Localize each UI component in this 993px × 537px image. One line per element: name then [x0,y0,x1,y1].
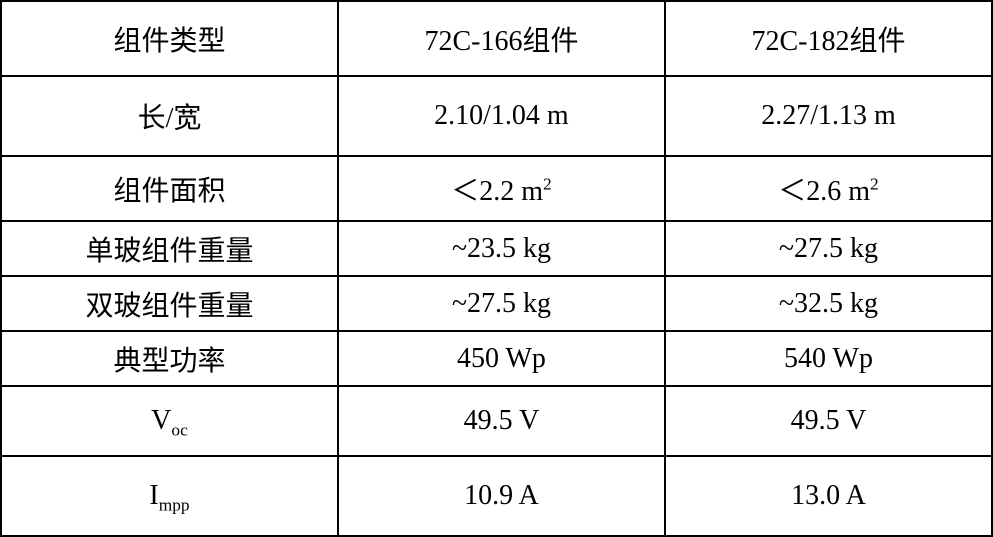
cell-value: 540 Wp [665,331,992,386]
cell-value: ＜2.6 m2 [665,156,992,221]
cell-value: 13.0 A [665,456,992,536]
table-row: 双玻组件重量~27.5 kg~32.5 kg [1,276,992,331]
table-row: 组件类型72C-166组件72C-182组件 [1,1,992,76]
cell-value: 10.9 A [338,456,665,536]
row-label: Voc [1,386,338,456]
table-row: 组件面积＜2.2 m2＜2.6 m2 [1,156,992,221]
spec-table-body: 组件类型72C-166组件72C-182组件长/宽2.10/1.04 m2.27… [1,1,992,536]
cell-value: 49.5 V [665,386,992,456]
cell-value: ＜2.2 m2 [338,156,665,221]
cell-value: 49.5 V [338,386,665,456]
row-label-text: V [151,405,171,436]
table-row: 长/宽2.10/1.04 m2.27/1.13 m [1,76,992,156]
row-label: 双玻组件重量 [1,276,338,331]
cell-value: 2.10/1.04 m [338,76,665,156]
row-label: 单玻组件重量 [1,221,338,276]
row-label-text: I [149,480,158,511]
module-spec-table: 组件类型72C-166组件72C-182组件长/宽2.10/1.04 m2.27… [0,0,993,537]
row-label: 组件类型 [1,1,338,76]
cell-value: 2.27/1.13 m [665,76,992,156]
cell-value: 450 Wp [338,331,665,386]
cell-value: ~27.5 kg [338,276,665,331]
row-label: 长/宽 [1,76,338,156]
row-label-subscript: mpp [159,496,190,515]
cell-value: ~32.5 kg [665,276,992,331]
cell-value: ~27.5 kg [665,221,992,276]
table-row: Voc49.5 V49.5 V [1,386,992,456]
table-row: 单玻组件重量~23.5 kg~27.5 kg [1,221,992,276]
table-row: Impp10.9 A13.0 A [1,456,992,536]
row-label: 组件面积 [1,156,338,221]
cell-value: 72C-166组件 [338,1,665,76]
row-label: 典型功率 [1,331,338,386]
row-label-subscript: oc [171,421,187,440]
cell-value: ~23.5 kg [338,221,665,276]
cell-value: 72C-182组件 [665,1,992,76]
row-label: Impp [1,456,338,536]
table-row: 典型功率450 Wp540 Wp [1,331,992,386]
